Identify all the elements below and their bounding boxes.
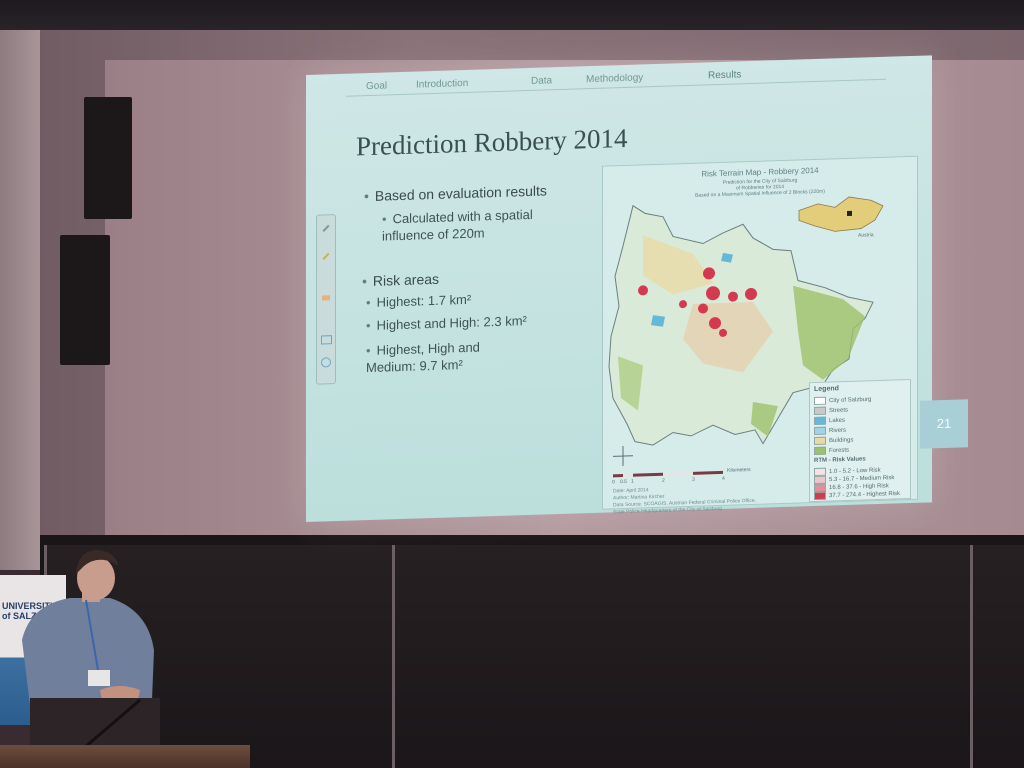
slide-page-number: 21 — [920, 399, 968, 449]
annotation-toolbar — [316, 214, 336, 385]
presenter-hands — [100, 686, 140, 700]
presenter-shirt — [22, 598, 154, 705]
forest-area-south — [751, 401, 778, 437]
screen-icon — [321, 335, 332, 345]
presenter-hair — [76, 550, 118, 574]
forest-area-east — [793, 285, 865, 380]
bullet-1-sub-1-text: Calculated with a spatial influence of 2… — [382, 206, 533, 244]
salzburg-marker — [847, 210, 852, 216]
scale-label: Kilometers — [727, 467, 751, 474]
risk-terrain-map: Risk Terrain Map - Robbery 2014 Predicti… — [602, 155, 918, 515]
bullet-2-sub-2-text: Highest and High: 2.3 km² — [376, 313, 527, 333]
risk-hotspot-1 — [703, 267, 715, 280]
bullet-1-text: Based on evaluation results — [374, 182, 547, 204]
austria-inset-map — [798, 196, 884, 232]
forest-area-west — [618, 356, 643, 411]
nav-item-introduction: Introduction — [416, 77, 469, 91]
highlighter-icon — [322, 252, 330, 260]
bullet-2-sub-3: • Highest, High and Medium: 9.7 km² — [366, 339, 480, 376]
risk-hotspot-7 — [638, 285, 648, 296]
legend-risk-highest: 37.7 - 274.4 - Highest Risk — [814, 489, 900, 501]
scale-tick-3: 3 — [692, 476, 695, 483]
presenter — [22, 550, 160, 762]
city-map — [608, 196, 884, 478]
bullet-2-sub-1-text: Highest: 1.7 km² — [376, 291, 472, 310]
north-arrow-icon — [613, 446, 633, 467]
scale-tick-4: 4 — [722, 475, 725, 482]
desk — [0, 745, 250, 768]
bullet-2-sub-2: • Highest and High: 2.3 km² — [366, 313, 527, 334]
scale-bar — [613, 470, 723, 478]
risk-hotspot-8 — [679, 300, 687, 309]
scale-tick-2: 2 — [662, 477, 665, 484]
wall-speaker-upper — [84, 97, 132, 219]
risk-hotspot-2 — [706, 286, 720, 301]
university-logo: UNIVERSITY of SALZBURG — [2, 601, 63, 621]
bullet-1: • Based on evaluation results — [364, 182, 547, 205]
lakes — [651, 252, 733, 327]
slide-title: Prediction Robbery 2014 — [356, 122, 628, 162]
chalkboard-right — [970, 545, 1024, 768]
undo-icon — [321, 357, 331, 368]
pillar — [0, 30, 40, 570]
lanyard — [85, 599, 99, 671]
projected-slide: Goal Introduction Data Methodology Resul… — [306, 55, 968, 523]
bullet-1-sub-1: • Calculated with a spatial influence of … — [382, 206, 533, 244]
nav-item-goal: Goal — [366, 80, 388, 93]
wall-speaker-lower — [60, 235, 110, 365]
building-area-center — [683, 301, 773, 373]
scale-tick-0: 0 — [612, 479, 615, 486]
building-area-north — [643, 235, 713, 295]
chalkboard-center — [392, 545, 973, 768]
legend-item-streets: Streets — [814, 406, 848, 416]
legend-item-buildings: Buildings — [814, 436, 853, 446]
nav-item-results: Results — [708, 69, 742, 82]
bullet-2-sub-3-text: Highest, High and Medium: 9.7 km² — [366, 339, 480, 376]
eraser-icon — [322, 295, 330, 301]
bullet-2: • Risk areas — [362, 270, 440, 290]
map-legend: Legend City of Salzburg Streets Lakes Ri… — [809, 378, 911, 503]
name-badge — [88, 670, 110, 686]
risk-hotspot-5 — [728, 291, 738, 302]
risk-hotspot-6 — [745, 288, 757, 301]
legend-rtm-title: RTM - Risk Values — [814, 456, 866, 465]
scale-tick-1: 1 — [631, 478, 634, 485]
map-credits: Date: April 2014 Author: Martina Kircher… — [613, 483, 783, 516]
legend-item-forests: Forests — [814, 446, 849, 456]
presenter-head — [77, 556, 115, 600]
legend-title: Legend — [814, 385, 839, 394]
nav-item-methodology: Methodology — [586, 72, 644, 86]
page-number-text: 21 — [936, 415, 952, 432]
pen-icon — [322, 224, 330, 232]
bullet-2-sub-1: • Highest: 1.7 km² — [366, 291, 472, 311]
risk-hotspot-4 — [709, 317, 721, 330]
legend-item-city: City of Salzburg — [814, 395, 871, 406]
university-line-1: UNIVERSITY — [2, 601, 57, 611]
university-line-2: of SALZBURG — [2, 611, 63, 621]
legend-item-rivers: Rivers — [814, 426, 846, 436]
risk-hotspot-9 — [719, 328, 727, 337]
legend-item-lakes: Lakes — [814, 416, 845, 426]
bullet-2-text: Risk areas — [372, 270, 440, 289]
risk-hotspot-3 — [698, 303, 708, 314]
scale-tick-0-5: 0.5 — [620, 478, 627, 486]
nav-item-data: Data — [531, 75, 553, 87]
inset-label: Austria — [858, 232, 874, 239]
